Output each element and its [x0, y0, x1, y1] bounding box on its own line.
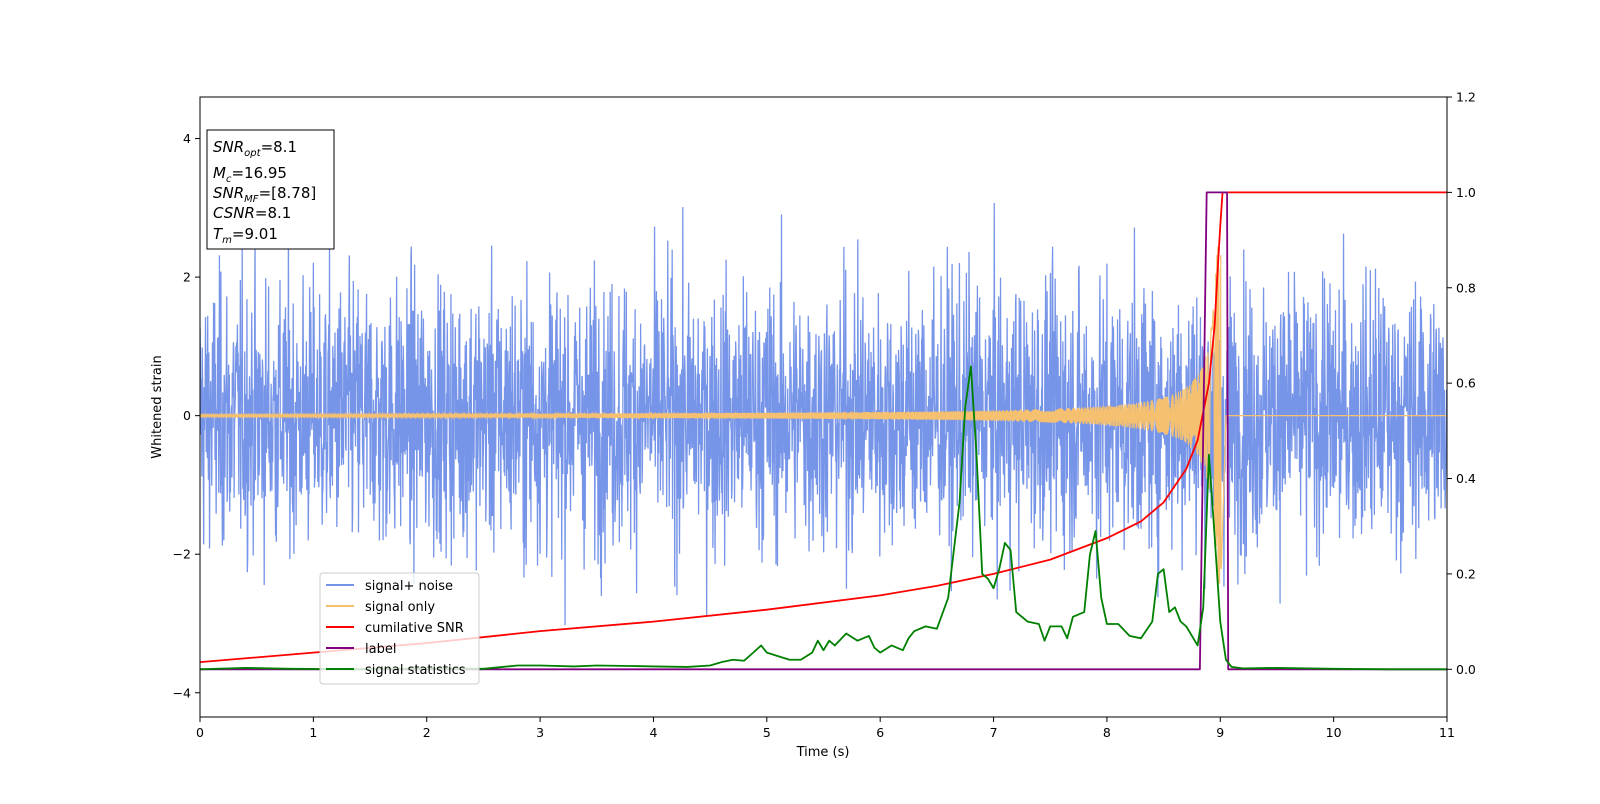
series-cumulative-snr — [200, 191, 1447, 664]
x-tick-label: 3 — [536, 725, 544, 740]
y-right-tick-label: 0.0 — [1456, 662, 1476, 677]
annotation-csnr: CSNR=8.1 — [213, 204, 291, 222]
x-tick-label: 1 — [309, 725, 317, 740]
x-tick-label: 6 — [876, 725, 884, 740]
axes-layer: 0 1 2 3 4 5 6 7 8 9 10 11 −4 −2 0 2 4 0.0 0.2 0.4 0.6 0.8 1.0 1… — [173, 90, 1476, 741]
legend: signal+ noise signal only cumilative SNR… — [319, 572, 480, 685]
x-tick-label: 8 — [1103, 725, 1111, 740]
y-right-tick-label: 0.2 — [1456, 566, 1476, 581]
series-layer — [200, 191, 1447, 671]
legend-label-signal-only: signal only — [365, 600, 435, 615]
x-tick-label: 2 — [423, 725, 431, 740]
annotation-merger-time: Tm=9.01 — [213, 225, 278, 246]
y-left-tick-label: −2 — [173, 547, 191, 562]
y-left-tick-label: 2 — [183, 270, 191, 285]
annotation-chirp-mass: Mc=16.95 — [213, 164, 287, 185]
y-left-tick-label: −4 — [173, 685, 191, 700]
plot-frame — [199, 96, 1448, 718]
annotation-snr-mf: SNRMF=[8.78] — [213, 184, 316, 205]
x-tick-label: 7 — [990, 725, 998, 740]
legend-label-signal-statistics: signal statistics — [365, 663, 466, 678]
annotation-snr-opt: SNRopt=8.1 — [213, 138, 297, 159]
y-right-tick-label: 0.8 — [1456, 280, 1476, 295]
x-tick-label: 0 — [196, 725, 204, 740]
annotation-box: SNRopt=8.1 Mc=16.95 SNRMF=[8.78] CSNR=8.… — [206, 129, 335, 250]
legend-label-cumulative-snr: cumilative SNR — [365, 621, 464, 636]
legend-label-signal-noise: signal+ noise — [365, 579, 453, 594]
y-right-tick-label: 1.0 — [1456, 185, 1476, 200]
x-tick-label: 4 — [649, 725, 657, 740]
series-signal-only — [200, 246, 1447, 585]
series-label — [200, 191, 1447, 671]
legend-label-label: label — [365, 642, 396, 657]
y-right-tick-label: 0.4 — [1456, 471, 1476, 486]
x-tick-label: 11 — [1439, 725, 1455, 740]
series-signal-statistics — [200, 365, 1447, 671]
y-right-tick-label: 1.2 — [1456, 90, 1476, 105]
x-axis-label: Time (s) — [796, 745, 850, 760]
x-tick-label: 5 — [763, 725, 771, 740]
y-axis-label-left: Whitened strain — [150, 355, 165, 458]
y-left-tick-label: 4 — [183, 131, 191, 146]
series-signal-noise — [200, 203, 1447, 626]
x-tick-label: 10 — [1326, 725, 1342, 740]
y-right-tick-label: 0.6 — [1456, 376, 1476, 391]
x-tick-label: 9 — [1216, 725, 1224, 740]
y-left-tick-label: 0 — [183, 408, 191, 423]
